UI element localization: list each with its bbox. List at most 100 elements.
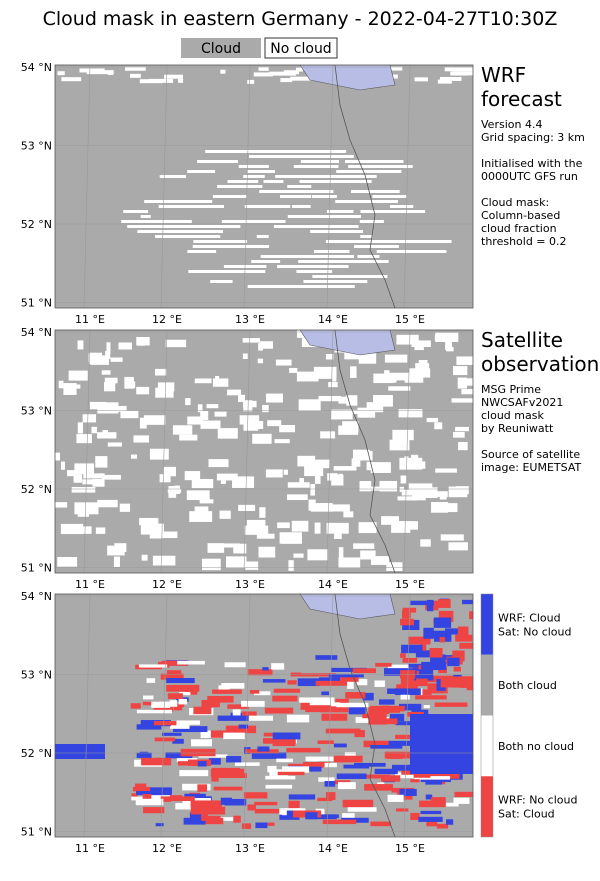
diff-cell	[410, 714, 473, 774]
cloud-free	[299, 180, 365, 183]
cloud-free	[216, 280, 228, 283]
cloud-free	[258, 343, 263, 351]
diff-cell	[305, 756, 340, 762]
panel-note: image: EUMETSAT	[481, 461, 581, 474]
colorbar-segment	[481, 715, 493, 777]
diff-cell	[172, 738, 184, 744]
cloud-free	[136, 386, 150, 395]
sea	[299, 65, 396, 91]
diff-cell	[436, 823, 449, 829]
cloud-free	[321, 215, 361, 218]
diff-cell	[179, 770, 209, 777]
diff-cell	[457, 626, 469, 638]
cloud-free	[97, 432, 117, 439]
diff-cell	[447, 657, 460, 667]
diff-cell	[297, 678, 320, 687]
cloud-free	[392, 429, 414, 441]
cloud-free	[409, 521, 418, 530]
diff-cell	[213, 786, 243, 791]
diff-cell	[410, 812, 420, 821]
diff-cell	[446, 802, 459, 807]
diff-cell	[137, 787, 172, 795]
cloud-free	[373, 395, 393, 407]
diff-cell	[354, 730, 365, 738]
diff-cell	[190, 800, 222, 808]
diff-cell	[153, 721, 177, 726]
cloud-free	[120, 410, 139, 419]
diff-cell	[466, 681, 473, 691]
cloud-free	[310, 503, 333, 512]
cloud-free	[217, 428, 238, 439]
grid-line	[83, 330, 91, 573]
diff-cell	[416, 678, 428, 687]
cloud-free	[118, 342, 132, 350]
cloud-free	[133, 435, 149, 443]
lat-label: 51 °N	[21, 826, 52, 839]
sea	[299, 594, 396, 620]
diff-cell	[434, 702, 468, 707]
diff-cell	[172, 726, 208, 733]
cloud-free	[227, 180, 259, 183]
diff-cell	[299, 697, 335, 703]
cloud-free	[137, 230, 194, 233]
panel-note: Source of satellite	[481, 448, 580, 461]
cloud-free	[426, 417, 439, 423]
cloud-free	[102, 430, 108, 435]
diff-cell	[363, 692, 374, 701]
cloud-free	[256, 420, 264, 429]
lon-label: 13 °E	[235, 578, 265, 591]
cloud-free	[440, 534, 464, 541]
diff-cell	[473, 603, 479, 608]
diff-cell	[241, 700, 265, 707]
lon-label: 15 °E	[395, 578, 425, 591]
colorbar-label: Sat: Cloud	[498, 808, 555, 821]
diff-cell	[170, 720, 190, 729]
lon-label: 15 °E	[395, 842, 425, 855]
cloud-free	[251, 260, 272, 263]
cloud-free	[184, 471, 201, 481]
cloud-free	[434, 334, 458, 341]
grid-line	[160, 330, 168, 573]
panel-note: NWCSAFv2021	[481, 396, 563, 409]
cloud-free	[206, 404, 219, 409]
cloud-free	[296, 67, 303, 72]
cloud-free	[451, 398, 473, 403]
cloud-free	[296, 270, 333, 273]
diff-cell	[430, 771, 460, 779]
diff-cell	[154, 737, 176, 742]
cloud-free	[297, 455, 316, 467]
cloud-free	[280, 195, 312, 198]
diff-cell	[201, 700, 220, 708]
diff-cell	[459, 642, 473, 649]
cloud-free	[86, 70, 114, 75]
cloud-free	[226, 556, 247, 569]
diff-cell	[325, 728, 361, 734]
cloud-free	[110, 357, 123, 362]
diff-cell	[178, 698, 188, 705]
cloud-free	[139, 79, 163, 84]
cloud-free	[327, 473, 338, 481]
diff-cell	[138, 664, 168, 668]
cloud-free	[358, 353, 377, 364]
cloud-free	[358, 180, 372, 183]
diff-cell	[142, 695, 154, 700]
lat-label: 54 °N	[21, 590, 52, 603]
cloud-free	[160, 235, 212, 238]
diff-cell	[319, 677, 341, 683]
cloud-free	[462, 378, 473, 386]
cloud-free	[321, 155, 346, 158]
border	[334, 330, 396, 573]
cloud-free	[376, 250, 447, 253]
cloud-free	[113, 405, 127, 412]
diff-cell	[418, 668, 433, 677]
cloud-free	[372, 195, 407, 198]
diff-cell	[370, 821, 391, 827]
cloud-free	[97, 402, 119, 414]
cloud-free	[279, 424, 296, 433]
diff-cell	[183, 817, 206, 825]
diff-cell	[136, 709, 173, 714]
diff-cell	[271, 663, 285, 670]
diff-cell	[264, 707, 294, 714]
cloud-free	[249, 150, 305, 153]
cloud-free	[342, 421, 359, 433]
